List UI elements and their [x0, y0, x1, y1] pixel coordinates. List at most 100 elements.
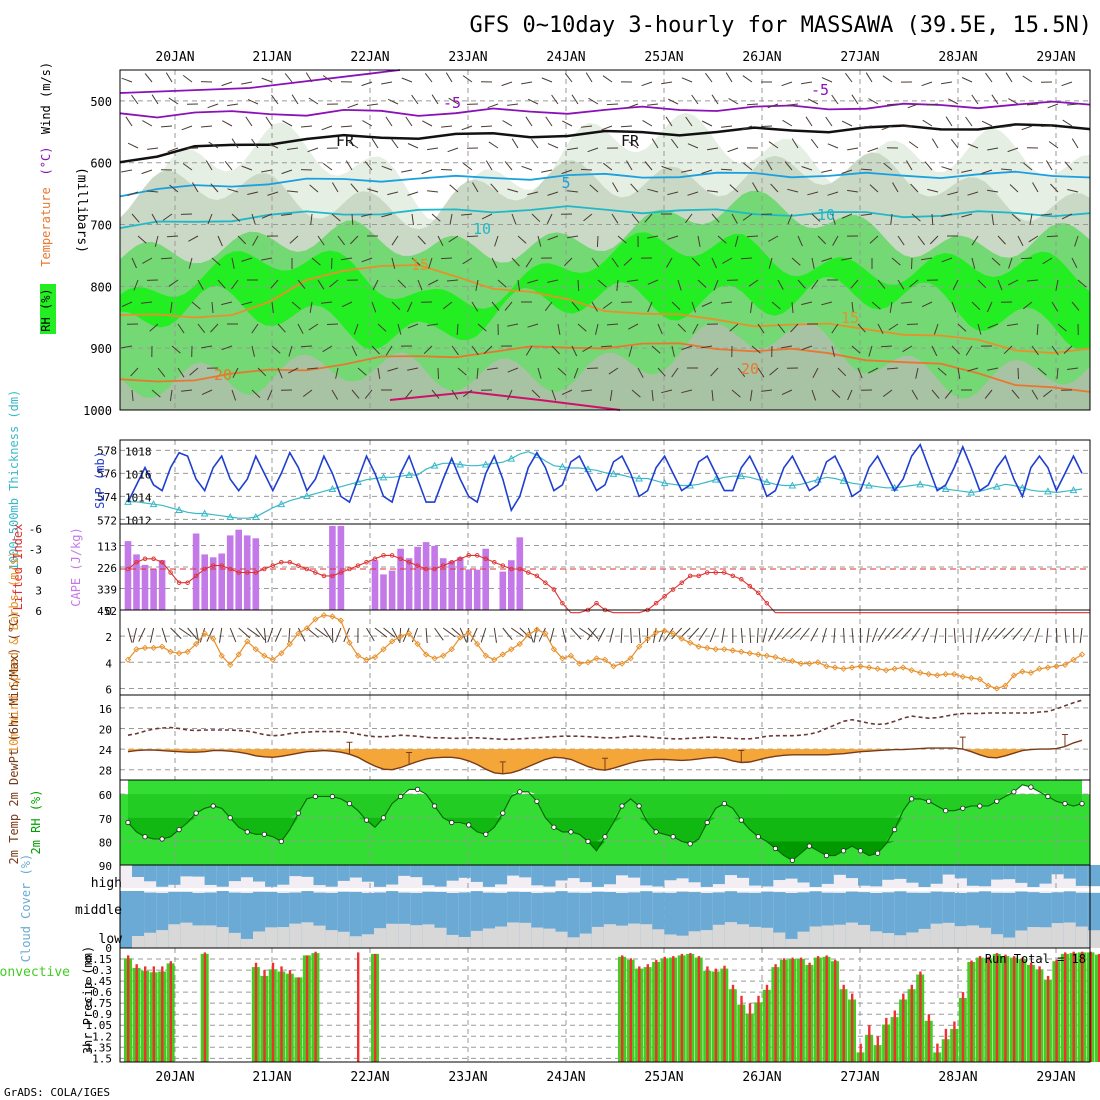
wind-barb [661, 165, 673, 171]
wind-barb [628, 141, 639, 149]
wind-barb [411, 213, 414, 225]
high-cloud-bar [507, 865, 520, 876]
precip-convective-bar [1021, 957, 1024, 1062]
lifted-index-marker [279, 559, 284, 565]
precip-convective-bar [1055, 959, 1058, 1062]
cloud-layer-separator [120, 888, 1090, 891]
wind-speed-marker [491, 656, 498, 663]
wind-barb [837, 367, 847, 377]
wind-barb [877, 279, 886, 289]
thickness-marker [251, 512, 260, 520]
surface-wind-barb [620, 627, 623, 644]
wind-barb [201, 389, 213, 396]
wind-barb [890, 213, 893, 225]
wind-barb [267, 389, 273, 401]
wind-barb [149, 323, 159, 332]
precip-convective-bar [1064, 952, 1067, 1062]
wind-barb [647, 235, 659, 239]
cape-bar [133, 554, 140, 610]
surface-wind-barb [671, 627, 683, 640]
low-cloud-bar [773, 932, 786, 948]
precip-convective-bar [254, 962, 258, 1062]
wind-barb [906, 323, 919, 325]
wind-barb [807, 191, 819, 196]
surface-wind-barb [851, 627, 854, 643]
wind-barb [372, 279, 379, 291]
high-cloud-bar [349, 865, 362, 878]
wind-barb [582, 345, 593, 353]
precip-tick-label: 1.5 [92, 1052, 112, 1065]
wind-barb [701, 120, 713, 127]
lifted-tick-label: 0 [35, 564, 42, 577]
wind-barb [760, 125, 773, 128]
wind-barb [661, 389, 673, 394]
wind-barb [494, 235, 499, 247]
wind-speed-marker [593, 655, 600, 662]
day-label-top-24jan: 24JAN [546, 50, 585, 65]
wind-barb [351, 345, 358, 357]
wind-barb [1042, 257, 1053, 265]
wind-speed-marker [218, 652, 225, 659]
wind-barb [491, 301, 500, 311]
wind-barb [562, 120, 573, 127]
low-cloud-bar [507, 922, 520, 948]
lifted-index-marker [747, 583, 753, 589]
temperature-range-bar [406, 752, 413, 765]
rh-marker [159, 836, 165, 842]
low-cloud-bar [361, 934, 374, 948]
rh-area-band [128, 780, 1082, 795]
wind-barb [811, 389, 817, 401]
wind-speed-marker [457, 634, 464, 641]
surface-wind-barb [1079, 627, 1083, 643]
low-cloud-bar [422, 924, 435, 948]
thickness-marker [762, 477, 771, 485]
surface-wind-barb [698, 627, 708, 641]
cape-bar [448, 561, 455, 610]
wind-speed-marker [397, 633, 404, 640]
wind-barb [308, 97, 319, 105]
precip-tick-label: 0.3 [92, 964, 112, 977]
wind-barb [1022, 301, 1033, 310]
wind-barb [743, 162, 753, 171]
wind-speed-marker [184, 648, 191, 655]
lifted-index-marker [398, 556, 403, 562]
wind-speed-marker [388, 638, 396, 645]
lifted-index-marker [534, 573, 540, 579]
low-cloud-bar [531, 927, 544, 948]
high-cloud-bar [253, 865, 266, 882]
wind-speed-marker [440, 652, 447, 659]
wind-barb [1041, 213, 1053, 216]
wind-barb [845, 72, 853, 83]
wind-speed-marker [278, 650, 285, 657]
thickness-marker [328, 484, 337, 492]
wind-barb [892, 182, 899, 193]
panel-fills [40, 70, 1090, 948]
wind-barb [367, 188, 379, 193]
wind-barb [861, 125, 873, 128]
wind-speed-marker [141, 644, 149, 652]
surface-wind-barb [833, 627, 836, 643]
middle-cloud-bar [1003, 892, 1016, 948]
temperature-tick-label: 24 [99, 744, 113, 757]
wind-barb [740, 257, 753, 260]
contour-label: 5 [561, 174, 570, 192]
surface-wind-barb [688, 627, 700, 640]
wind-barb [601, 125, 613, 131]
low-cloud-bar [277, 927, 290, 948]
wind-barb [421, 169, 433, 175]
rh-marker [1079, 800, 1085, 807]
isotherm-line [119, 205, 1091, 229]
wind-barb [871, 301, 881, 310]
wind-speed-marker [542, 630, 549, 637]
high-cloud-bar [519, 865, 532, 878]
low-cloud-bar [470, 930, 483, 948]
low-cloud-bar [434, 927, 447, 948]
wind-barb [677, 279, 682, 291]
wind-barb [1051, 345, 1059, 356]
wind-barb [831, 345, 835, 357]
wind-barb [573, 367, 579, 379]
surface-wind-barb [756, 627, 759, 644]
wind-barb [671, 345, 675, 357]
wind-barb [897, 279, 905, 290]
high-cloud-bar [942, 865, 955, 875]
